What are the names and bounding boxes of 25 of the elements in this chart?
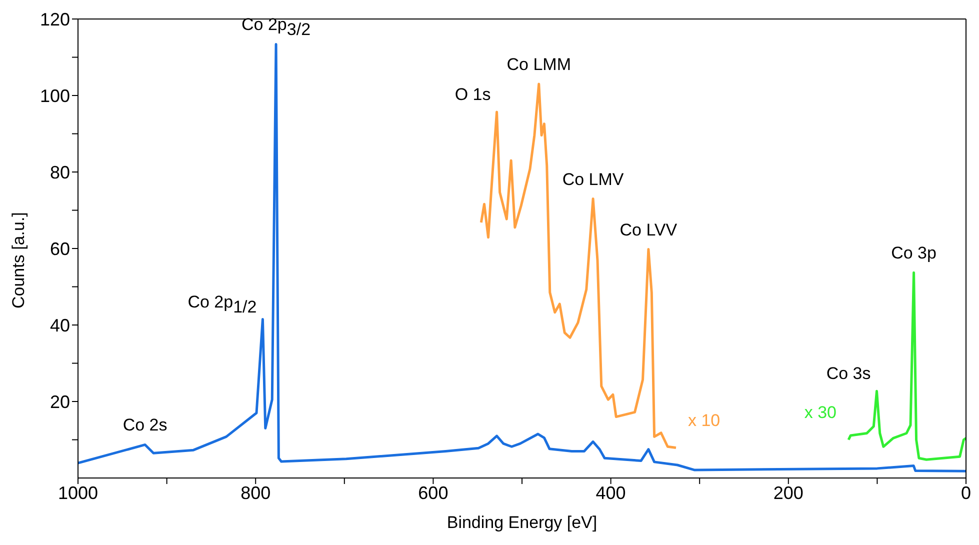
x-tick-label: 800 xyxy=(240,482,271,503)
series-label: x 10 xyxy=(688,410,720,430)
annotation: Co LMV xyxy=(562,170,624,189)
y-axis-title: Counts [a.u.] xyxy=(9,212,28,308)
annotation: Co 3s xyxy=(826,364,871,384)
x-tick-label: 0 xyxy=(960,482,972,503)
x-tick-label: 400 xyxy=(596,482,626,503)
x-tick-label: 600 xyxy=(418,482,448,503)
y-tick-label: 80 xyxy=(50,162,70,182)
line-series xyxy=(847,271,966,461)
x-axis-title: Binding Energy [eV] xyxy=(446,513,598,532)
annotation: Co 3p xyxy=(891,244,936,263)
line-series xyxy=(78,42,966,472)
annotation: Co LVV xyxy=(620,220,678,240)
y-tick-label: 40 xyxy=(50,315,70,336)
y-tick-label: 120 xyxy=(40,9,70,30)
annotation: Co 2s xyxy=(122,416,168,435)
x-tick-label: 1000 xyxy=(58,482,98,503)
annotation: O 1s xyxy=(454,84,491,104)
y-tick-label: 60 xyxy=(50,238,70,259)
series-label: x 30 xyxy=(804,402,837,422)
annotation: Co LMM xyxy=(506,55,571,74)
x-tick-label: 200 xyxy=(773,482,804,503)
y-tick-label: 20 xyxy=(50,392,70,412)
y-tick-label: 100 xyxy=(40,86,70,106)
